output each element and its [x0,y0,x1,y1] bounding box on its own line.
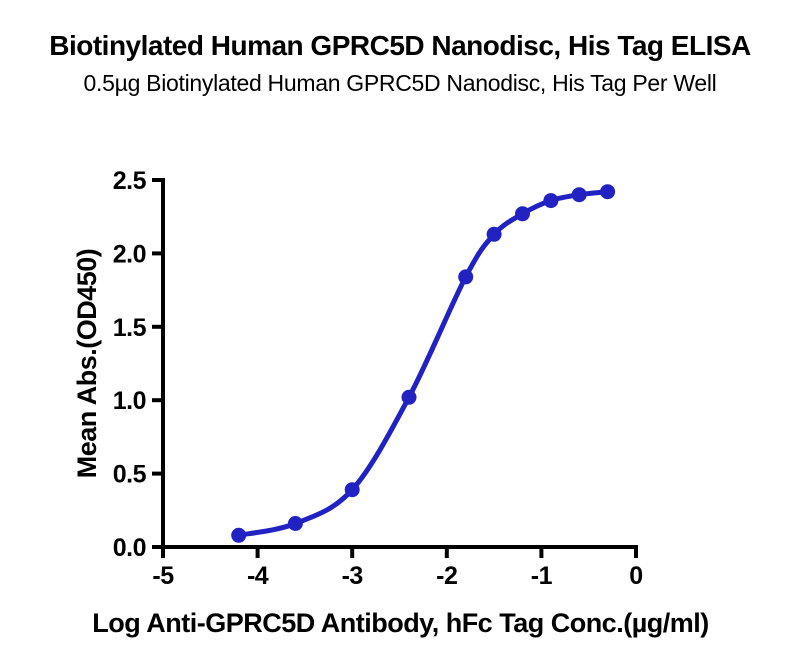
chart-title: Biotinylated Human GPRC5D Nanodisc, His … [49,30,751,61]
y-tick-label: 1.5 [113,314,147,342]
y-tick-label: 2.0 [113,240,146,268]
data-point-marker [600,184,616,200]
y-axis-title: Mean Abs.(OD450) [72,249,102,479]
data-point-marker [344,482,360,498]
x-tick-label: -4 [247,562,269,590]
x-tick-label: 0 [629,562,642,590]
data-point-marker [401,389,417,405]
x-tick-label: -3 [342,562,363,590]
x-tick-label: -5 [152,562,174,590]
x-axis-title: Log Anti-GPRC5D Antibody, hFc Tag Conc.(… [92,608,709,638]
data-point-marker [543,193,559,209]
data-point-marker [287,516,303,531]
y-tick-label: 1.0 [113,387,146,415]
data-point-marker [231,527,247,543]
x-tick-label: -2 [436,562,457,590]
y-tick-label: 0.5 [113,461,147,489]
data-point-marker [458,269,474,285]
data-point-marker [486,226,502,242]
y-tick-label: 0.0 [113,534,146,562]
data-point-marker [571,187,587,203]
fit-curve [236,189,611,538]
data-point-marker [515,206,530,222]
x-tick-label: -1 [531,562,553,590]
chart-subtitle: 0.5µg Biotinylated Human GPRC5D Nanodisc… [83,70,717,96]
y-tick-label: 2.5 [113,167,147,195]
